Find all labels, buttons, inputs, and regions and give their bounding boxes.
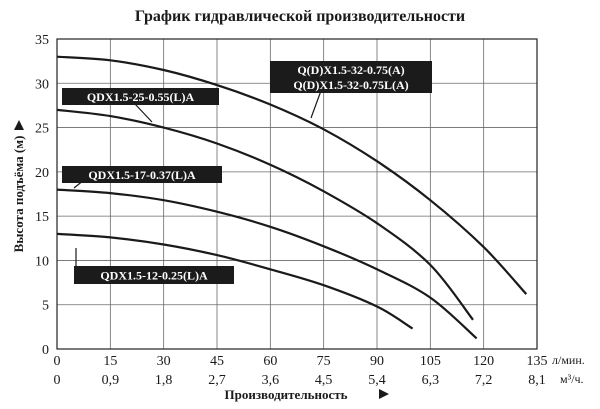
y-tick-labels: 0 5 10 15 20 25 30 35	[35, 33, 49, 358]
y-axis-title: Высота подъёма (м)	[11, 120, 26, 252]
x-tick-label-secondary: 7,2	[475, 373, 493, 388]
label-qdx-17-037-text: QDX1.5-17-0.37(L)A	[88, 168, 196, 182]
y-tick-label: 5	[42, 299, 49, 314]
label-qdx-32-075-text: Q(D)X1.5-32-0.75L(A)	[293, 78, 408, 92]
chart-title: График гидравлической производительности	[135, 8, 465, 25]
curves	[56, 55, 528, 340]
x-tick-label-primary: 90	[370, 354, 384, 369]
label-qdx-32-075: Q(D)X1.5-32-0.75(A)Q(D)X1.5-32-0.75L(A)	[270, 61, 432, 93]
label-qdx-12-025: QDX1.5-12-0.25(L)A	[74, 266, 234, 284]
label-qdx-25-055-box	[62, 88, 219, 105]
x-tick-label-primary: 120	[473, 354, 494, 369]
label-qdx-12-025-box	[74, 266, 234, 284]
x-tick-label-primary: 135	[527, 354, 548, 369]
x-tick-label-secondary: 8,1	[528, 373, 546, 388]
curve-qdx-25-055	[56, 108, 474, 321]
curve-qdx-32-075	[56, 55, 528, 295]
curve-qdx-17-037	[56, 188, 478, 340]
label-qdx-17-037: QDX1.5-17-0.37(L)A	[62, 166, 222, 183]
y-axis-arrow	[14, 120, 24, 130]
x-unit-secondary: м³/ч.	[560, 372, 584, 386]
curve-qdx-12-025	[56, 232, 414, 330]
y-tick-label: 15	[35, 210, 49, 225]
x-tick-label-secondary: 1,8	[155, 373, 173, 388]
y-tick-label: 10	[35, 254, 49, 269]
x-tick-label-primary: 15	[103, 354, 117, 369]
y-tick-label: 25	[35, 122, 49, 137]
x-axis-arrow	[379, 389, 389, 399]
x-tick-label-secondary: 0	[54, 373, 61, 388]
label-qdx-12-025-text: QDX1.5-12-0.25(L)A	[100, 269, 208, 283]
y-axis-label: Высота подъёма (м)	[11, 136, 26, 253]
x-tick-label-secondary: 6,3	[422, 373, 440, 388]
label-qdx-17-037-box	[62, 166, 222, 183]
y-tick-label: 30	[35, 77, 49, 92]
plot-frame	[56, 38, 538, 350]
y-tick-label: 0	[42, 343, 49, 358]
label-qdx-32-075-box	[270, 61, 432, 93]
label-qdx-25-055: QDX1.5-25-0.55(L)A	[62, 88, 219, 105]
x-tick-label-primary: 45	[210, 354, 224, 369]
x-tick-label-secondary: 4,5	[315, 373, 333, 388]
x-tick-label-primary: 105	[420, 354, 441, 369]
x-tick-label-primary: 60	[263, 354, 277, 369]
x-unit-primary: л/мин.	[552, 353, 585, 367]
x-axis-title: Производительность	[224, 387, 389, 402]
x-tick-labels-primary: 0 15 30 45 60 75 90 105 120 135	[54, 354, 548, 369]
x-tick-label-secondary: 0,9	[102, 373, 120, 388]
y-tick-label: 35	[35, 33, 49, 48]
series-labels: Q(D)X1.5-32-0.75(A)Q(D)X1.5-32-0.75L(A)Q…	[62, 61, 432, 284]
x-axis-label: Производительность	[224, 387, 347, 402]
leader-qdx-25-055	[134, 103, 153, 123]
x-tick-label-secondary: 2,7	[208, 373, 226, 388]
x-tick-label-primary: 75	[317, 354, 331, 369]
label-qdx-25-055-text: QDX1.5-25-0.55(L)A	[87, 90, 195, 104]
x-tick-label-secondary: 3,6	[262, 373, 280, 388]
x-tick-label-secondary: 5,4	[368, 373, 386, 388]
x-tick-label-primary: 30	[157, 354, 171, 369]
x-tick-labels-secondary: 0 0,9 1,8 2,7 3,6 4,5 5,4 6,3 7,2 8,1	[54, 373, 546, 388]
y-tick-label: 20	[35, 166, 49, 181]
x-tick-label-primary: 0	[54, 354, 61, 369]
label-qdx-32-075-text: Q(D)X1.5-32-0.75(A)	[297, 63, 404, 77]
